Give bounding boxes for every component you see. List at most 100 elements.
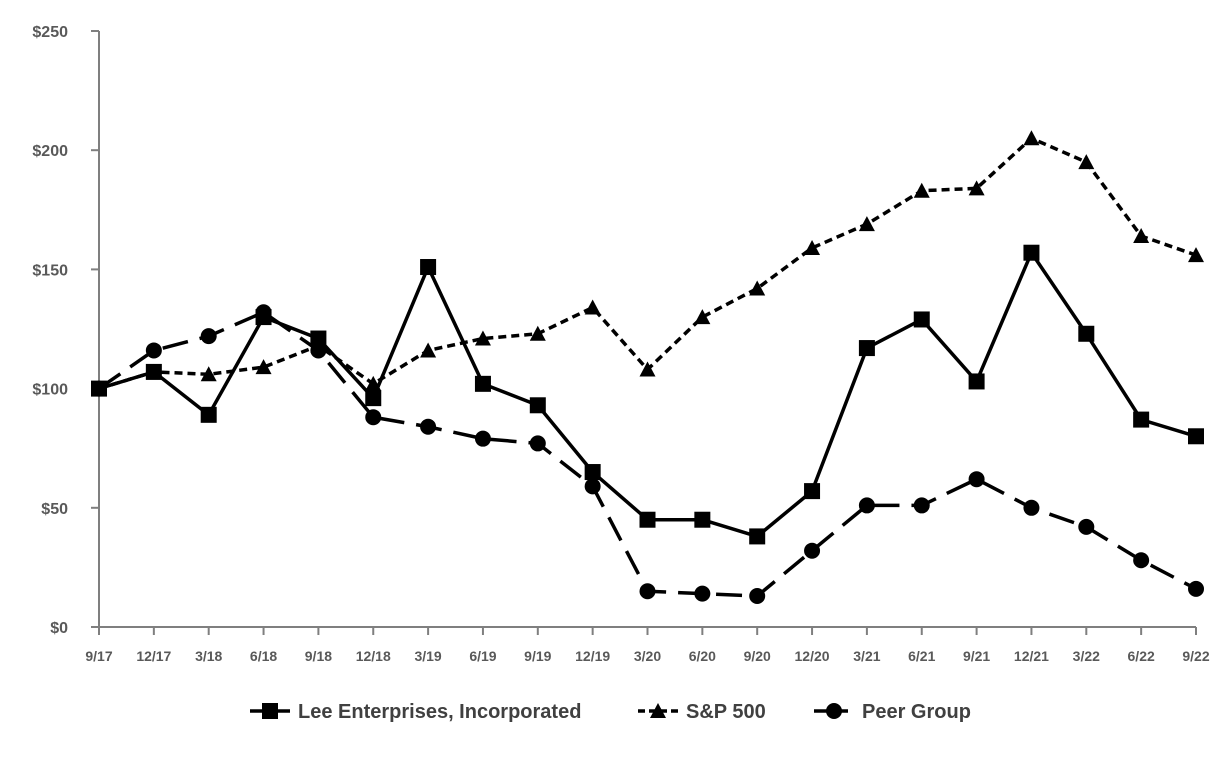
x-tick-label: 6/21 <box>908 648 935 664</box>
x-tick-label: 3/21 <box>853 648 880 664</box>
data-point <box>1188 247 1204 263</box>
data-point <box>420 259 437 276</box>
x-tick-label: 12/18 <box>356 648 391 664</box>
y-tick-label: $250 <box>32 24 68 41</box>
legend-item: Peer Group <box>814 701 971 723</box>
x-tick-label: 9/21 <box>963 648 990 664</box>
data-point <box>639 361 656 377</box>
x-tick-label: 3/18 <box>195 648 222 664</box>
data-point <box>1078 154 1095 170</box>
data-point <box>1078 518 1095 535</box>
data-point <box>749 588 766 605</box>
y-tick-label: $100 <box>32 382 68 399</box>
data-point <box>749 528 766 545</box>
x-tick-label: 9/22 <box>1182 648 1209 664</box>
x-tick-label: 3/22 <box>1073 648 1100 664</box>
data-point <box>1188 428 1204 445</box>
x-tick-label: 6/22 <box>1128 648 1155 664</box>
data-point <box>529 325 546 341</box>
series-line <box>98 250 1197 539</box>
y-tick-label: $150 <box>32 262 68 279</box>
legend-item: S&P 500 <box>638 701 766 723</box>
x-tick-label: 3/20 <box>634 648 661 664</box>
data-point <box>639 583 656 600</box>
data-point <box>804 542 821 559</box>
data-point <box>420 342 437 358</box>
data-point <box>1133 552 1150 569</box>
x-tick-label: 9/17 <box>85 648 112 664</box>
data-point <box>968 373 985 390</box>
data-point <box>694 511 711 528</box>
data-point <box>529 435 546 452</box>
data-point <box>584 464 601 481</box>
y-tick-label: $200 <box>32 143 68 160</box>
legend-item: Lee Enterprises, Incorporated <box>250 701 581 723</box>
x-tick-label: 9/19 <box>524 648 551 664</box>
data-point <box>1133 228 1150 244</box>
data-point <box>1023 244 1040 261</box>
data-point <box>584 478 601 495</box>
data-point <box>255 359 272 375</box>
legend-label: Peer Group <box>862 701 971 723</box>
y-tick-label: $0 <box>50 620 68 637</box>
series-square <box>91 244 1204 545</box>
legend-marker <box>650 703 666 718</box>
data-point <box>694 585 711 602</box>
legend-marker <box>826 703 842 719</box>
data-point <box>1078 325 1095 342</box>
data-point <box>858 340 875 357</box>
data-point <box>749 280 766 296</box>
data-point <box>420 418 437 435</box>
axes: $0 $50 $100 $150 $200 $250 9/17 12/17 3/18 6/18 9/… <box>32 24 1209 664</box>
legend-marker <box>262 703 278 719</box>
x-tick-label: 6/19 <box>469 648 496 664</box>
data-point <box>1023 130 1040 146</box>
x-tick-label: 12/20 <box>795 648 830 664</box>
data-point <box>145 363 162 380</box>
data-point <box>968 471 985 488</box>
series-line <box>98 310 1197 598</box>
data-point <box>365 409 382 426</box>
data-point <box>913 497 930 514</box>
series-circle <box>91 304 1204 605</box>
x-tick-label: 6/18 <box>250 648 277 664</box>
data-point <box>255 309 272 326</box>
data-point <box>200 406 217 423</box>
data-point <box>1188 580 1204 597</box>
data-point <box>365 390 382 407</box>
legend-label: Lee Enterprises, Incorporated <box>298 701 581 723</box>
data-point <box>474 430 491 447</box>
data-point <box>1023 499 1040 516</box>
data-point <box>913 182 930 198</box>
data-point <box>913 311 930 328</box>
data-point <box>529 397 546 414</box>
data-point <box>474 375 491 392</box>
data-point <box>858 497 875 514</box>
data-point <box>639 511 656 528</box>
data-point <box>91 380 107 397</box>
data-point <box>694 309 711 325</box>
data-point <box>310 330 327 347</box>
x-tick-label: 9/18 <box>305 648 332 664</box>
data-point <box>200 366 217 382</box>
legend-label: S&P 500 <box>686 701 766 723</box>
x-tick-label: 6/20 <box>689 648 716 664</box>
data-point <box>474 330 491 346</box>
data-point <box>968 180 985 196</box>
data-point <box>804 483 821 500</box>
x-tick-label: 12/21 <box>1014 648 1049 664</box>
data-point <box>1133 411 1150 428</box>
data-point <box>804 239 821 255</box>
data-point <box>145 342 162 359</box>
series-group <box>91 130 1204 605</box>
x-tick-label: 12/19 <box>575 648 610 664</box>
data-point <box>858 216 875 232</box>
x-tick-label: 3/19 <box>414 648 441 664</box>
y-tick-label: $50 <box>41 501 68 518</box>
data-point <box>200 328 217 345</box>
x-tick-label: 12/17 <box>136 648 171 664</box>
data-point <box>584 299 601 315</box>
series-line <box>98 136 1197 391</box>
